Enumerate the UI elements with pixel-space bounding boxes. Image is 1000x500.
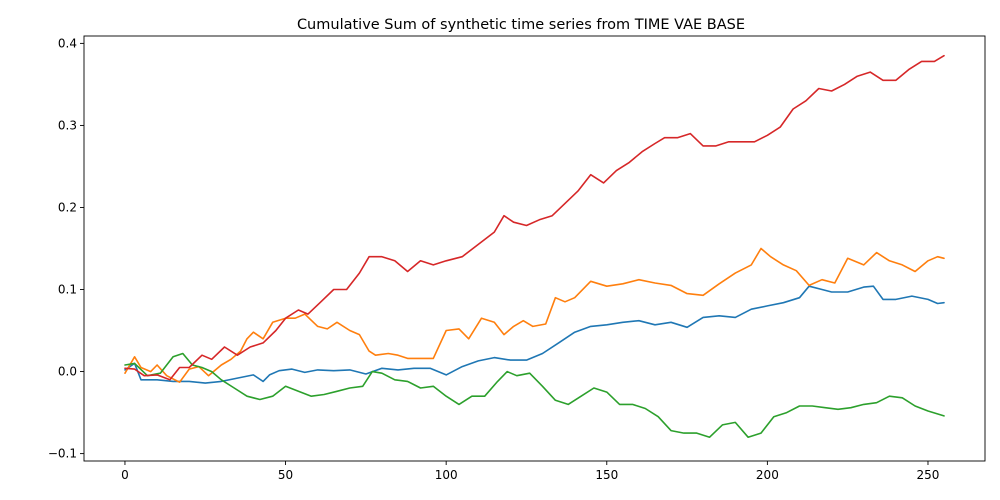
x-tick-label: 150 [595, 468, 618, 482]
chart-title: Cumulative Sum of synthetic time series … [297, 17, 745, 33]
y-tick-label: 0.1 [58, 283, 77, 297]
x-tick-label: 0 [121, 468, 129, 482]
y-tick-label: 0.4 [58, 36, 77, 50]
y-tick-label: 0.3 [58, 118, 77, 132]
series-line-2 [124, 247, 945, 383]
x-tick-label: 250 [917, 468, 940, 482]
axes-layer: 0 50 100 150 200 250 −0.1 0.0 0.1 0.2 0.3 0.4 [48, 35, 986, 482]
y-tick-label: 0.2 [58, 200, 77, 214]
x-tick-label: 200 [756, 468, 779, 482]
series-line-4 [124, 54, 945, 381]
series-layer [124, 54, 945, 438]
series-line-3 [124, 352, 945, 438]
y-tick-label: 0.0 [58, 365, 77, 379]
plot-frame [83, 35, 986, 462]
x-tick-label: 50 [278, 468, 293, 482]
series-line-1 [124, 285, 945, 384]
x-tick-label: 100 [435, 468, 458, 482]
y-tick-label: −0.1 [48, 447, 77, 461]
